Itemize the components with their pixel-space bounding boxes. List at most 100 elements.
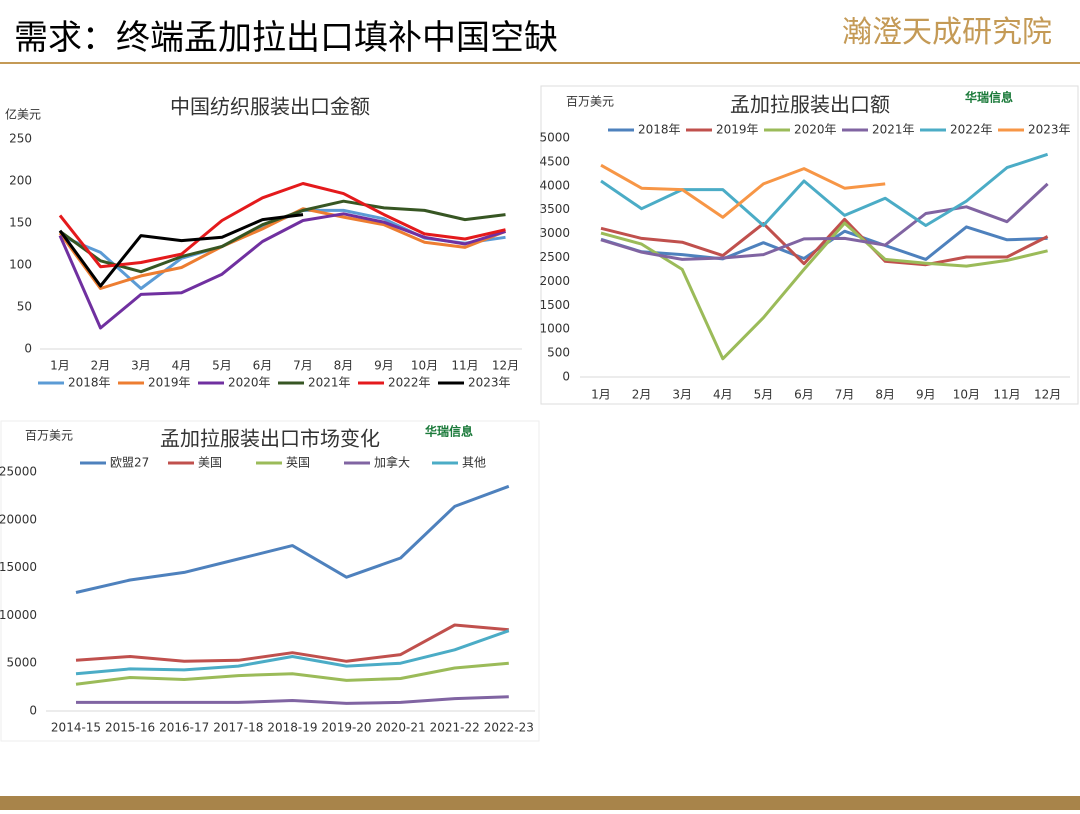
x-tick-label: 4月	[713, 388, 733, 402]
y-axis-label: 亿美元	[5, 107, 41, 122]
legend-label: 2023年	[468, 376, 511, 390]
legend-label: 英国	[286, 456, 310, 470]
series-line	[58, 212, 506, 330]
chart-title: 孟加拉服装出口市场变化	[160, 427, 380, 451]
series-line	[75, 484, 510, 594]
y-tick-label: 5000	[539, 131, 570, 145]
legend-label: 其他	[462, 456, 486, 470]
x-tick-label: 2021-22	[430, 721, 480, 735]
y-tick-label: 20000	[0, 512, 37, 526]
x-tick-label: 6月	[794, 388, 814, 402]
x-tick-label: 5月	[754, 388, 774, 402]
x-tick-label: 7月	[835, 388, 855, 402]
y-tick-label: 1500	[539, 298, 570, 312]
y-tick-label: 150	[9, 216, 32, 230]
series-line	[59, 208, 506, 290]
chart-title: 中国纺织服装出口金额	[170, 95, 370, 119]
x-tick-label: 10月	[953, 388, 980, 402]
series-line	[58, 182, 506, 269]
x-tick-label: 2月	[91, 359, 111, 373]
y-tick-label: 5000	[6, 656, 37, 670]
x-tick-label: 12月	[1034, 388, 1061, 402]
y-axis-label: 百万美元	[566, 95, 614, 109]
x-tick-label: 1月	[591, 388, 611, 402]
y-tick-label: 10000	[0, 608, 37, 622]
series-line	[75, 629, 510, 676]
legend-label: 2020年	[794, 123, 837, 137]
legend-label: 2021年	[872, 123, 915, 137]
legend-label: 2019年	[716, 123, 759, 137]
chart-title: 孟加拉服装出口额	[730, 93, 890, 117]
x-tick-label: 2014-15	[51, 721, 101, 735]
y-tick-label: 0	[24, 342, 32, 356]
x-tick-label: 2017-18	[213, 721, 263, 735]
legend-label: 2019年	[148, 376, 191, 390]
series-line	[75, 623, 509, 663]
legend-label: 2020年	[228, 376, 271, 390]
series-line	[76, 695, 509, 705]
legend-label: 2018年	[68, 376, 111, 390]
y-tick-label: 0	[562, 370, 570, 384]
x-tick-label: 12月	[492, 359, 519, 373]
chart-frame	[540, 85, 1079, 405]
x-tick-label: 9月	[916, 388, 936, 402]
x-tick-label: 2015-16	[105, 721, 155, 735]
x-tick-label: 2016-17	[159, 721, 209, 735]
x-tick-label: 4月	[172, 359, 192, 373]
legend-label: 2022年	[950, 123, 993, 137]
y-tick-label: 3000	[539, 226, 570, 240]
y-tick-label: 4000	[539, 178, 570, 192]
x-tick-label: 3月	[672, 388, 692, 402]
x-tick-label: 9月	[374, 359, 394, 373]
y-axis-label: 百万美元	[25, 429, 73, 443]
x-tick-label: 8月	[875, 388, 895, 402]
y-tick-label: 250	[9, 132, 32, 146]
logo: 瀚澄天成研究院	[842, 15, 1052, 50]
x-tick-label: 3月	[131, 359, 151, 373]
x-tick-label: 7月	[293, 359, 313, 373]
x-tick-label: 11月	[451, 359, 478, 373]
x-tick-label: 2月	[632, 388, 652, 402]
x-tick-label: 2022-23	[484, 721, 534, 735]
chart-frame	[0, 420, 540, 742]
legend-label: 2022年	[388, 376, 431, 390]
y-tick-label: 4500	[539, 154, 570, 168]
legend-label: 2021年	[308, 376, 351, 390]
x-tick-label: 8月	[334, 359, 354, 373]
legend-label: 2023年	[1028, 123, 1071, 137]
x-tick-label: 1月	[50, 359, 70, 373]
legend-label: 美国	[198, 456, 222, 470]
series-line	[600, 217, 1049, 267]
series-line	[600, 182, 1049, 261]
series-line	[600, 221, 1048, 361]
y-tick-label: 100	[9, 258, 32, 272]
x-tick-label: 2020-21	[376, 721, 426, 735]
y-tick-label: 500	[547, 346, 570, 360]
y-tick-label: 50	[17, 300, 32, 314]
series-line	[75, 661, 509, 686]
footer-bar	[0, 796, 1080, 810]
y-tick-label: 25000	[0, 465, 37, 479]
x-tick-label: 5月	[212, 359, 232, 373]
legend-label: 2018年	[638, 123, 681, 137]
y-tick-label: 200	[9, 174, 32, 188]
source-logo: 华瑞信息	[965, 90, 1013, 105]
y-tick-label: 0	[29, 704, 37, 718]
x-tick-label: 6月	[253, 359, 273, 373]
x-tick-label: 11月	[993, 388, 1020, 402]
x-tick-label: 10月	[411, 359, 438, 373]
y-tick-label: 15000	[0, 560, 37, 574]
x-tick-label: 2018-19	[267, 721, 317, 735]
legend-label: 欧盟27	[110, 456, 149, 470]
slide-title: 需求：终端孟加拉出口填补中国空缺	[14, 18, 558, 58]
y-tick-label: 2000	[539, 274, 570, 288]
series-line	[58, 213, 304, 288]
y-tick-label: 1000	[539, 322, 570, 336]
source-logo: 华瑞信息	[425, 424, 473, 439]
y-tick-label: 2500	[539, 250, 570, 264]
x-tick-label: 2019-20	[321, 721, 371, 735]
series-line	[600, 152, 1049, 227]
legend-label: 加拿大	[374, 455, 410, 470]
y-tick-label: 3500	[539, 202, 570, 216]
